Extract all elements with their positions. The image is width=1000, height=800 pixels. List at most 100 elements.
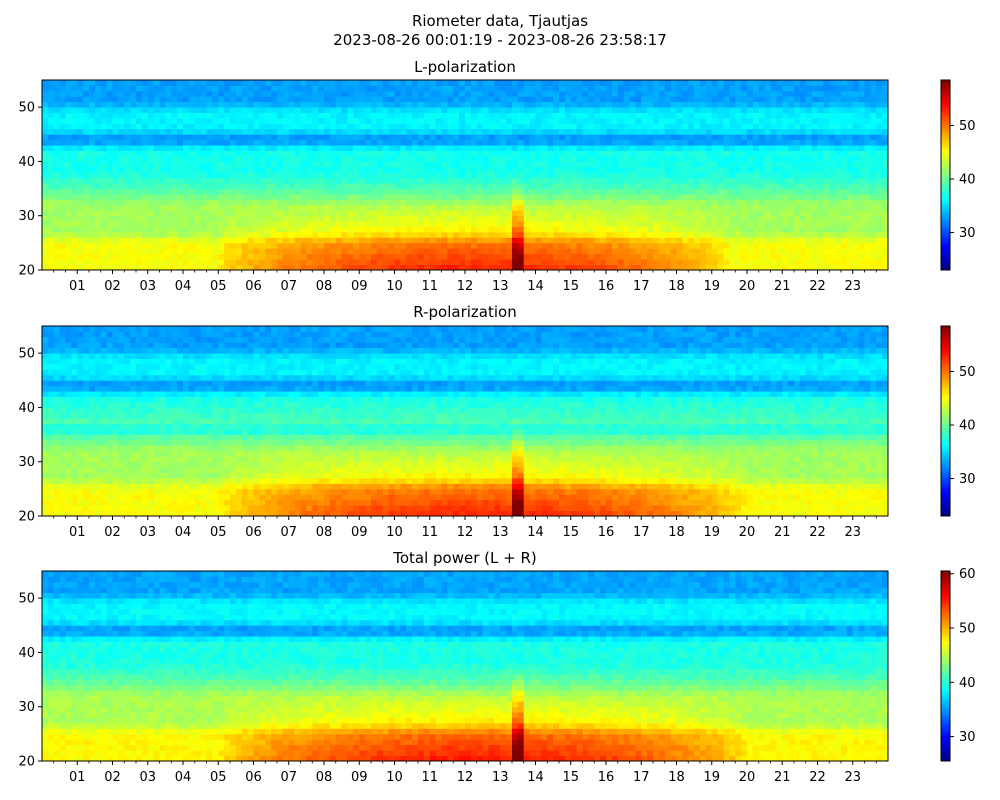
heatmap-cell <box>247 166 254 173</box>
heatmap-cell <box>846 215 854 222</box>
heatmap-cell <box>353 145 360 151</box>
heatmap-cell <box>253 215 260 222</box>
heatmap-cell <box>770 221 777 227</box>
heatmap-cell <box>700 80 707 86</box>
heatmap-cell <box>600 183 607 189</box>
heatmap-cell <box>306 177 313 184</box>
heatmap-cell <box>141 210 149 217</box>
heatmap-cell <box>400 85 407 92</box>
heatmap-cell <box>153 90 160 97</box>
heatmap-cell <box>324 226 331 233</box>
heatmap-cell <box>647 128 654 135</box>
heatmap-cell <box>388 85 395 92</box>
heatmap-cell <box>805 204 813 211</box>
heatmap-cell <box>371 210 378 217</box>
heatmap-cell <box>300 232 307 238</box>
heatmap-cell <box>112 166 119 173</box>
heatmap-cell <box>441 145 448 151</box>
heatmap-cell <box>688 107 695 113</box>
heatmap-cell <box>159 150 166 157</box>
heatmap-cell <box>482 177 489 184</box>
heatmap-cell <box>688 90 695 97</box>
heatmap-cell <box>177 248 184 255</box>
heatmap-cell <box>705 118 713 124</box>
heatmap-cell <box>183 237 190 244</box>
heatmap-cell <box>400 188 407 195</box>
heatmap-cell <box>823 221 830 227</box>
heatmap-cell <box>423 226 431 233</box>
heatmap-cell <box>423 96 431 103</box>
heatmap-cell <box>206 90 213 97</box>
heatmap-cell <box>106 215 113 222</box>
heatmap-cell <box>159 161 166 168</box>
heatmap-cell <box>658 232 666 238</box>
heatmap-cell <box>265 232 272 238</box>
heatmap-cell <box>852 199 860 206</box>
heatmap-cell <box>441 204 448 211</box>
heatmap-cell <box>676 134 683 141</box>
heatmap-cell <box>846 128 854 135</box>
heatmap-cell <box>359 210 366 217</box>
heatmap-cell <box>823 90 830 97</box>
heatmap-cell <box>277 123 284 130</box>
heatmap-cell <box>235 123 243 130</box>
heatmap-cell <box>594 204 601 211</box>
heatmap-cell <box>517 128 525 135</box>
heatmap-cell <box>124 139 131 146</box>
heatmap-cell <box>570 264 578 271</box>
heatmap-cell <box>171 128 178 135</box>
heatmap-cell <box>711 264 719 271</box>
heatmap-cell <box>623 150 630 157</box>
heatmap-cell <box>564 183 572 189</box>
heatmap-cell <box>476 85 484 92</box>
heatmap-cell <box>705 210 713 217</box>
heatmap-cell <box>570 96 578 103</box>
heatmap-cell <box>94 139 102 146</box>
heatmap-cell <box>623 156 630 162</box>
heatmap-cell <box>259 194 266 200</box>
heatmap-cell <box>312 183 319 189</box>
heatmap-cell <box>59 226 66 233</box>
heatmap-cell <box>864 128 871 135</box>
heatmap-cell <box>324 172 331 179</box>
heatmap-cell <box>453 242 460 249</box>
heatmap-cell <box>829 156 836 162</box>
heatmap-cell <box>482 226 489 233</box>
heatmap-cell <box>653 145 660 151</box>
heatmap-cell <box>259 128 266 135</box>
heatmap-cell <box>200 145 207 151</box>
heatmap-cell <box>247 253 254 260</box>
heatmap-cell <box>224 194 231 200</box>
heatmap-cell <box>617 215 625 222</box>
heatmap-cell <box>71 118 78 124</box>
heatmap-cell <box>318 188 325 195</box>
heatmap-cell <box>658 123 666 130</box>
heatmap-cell <box>700 248 707 255</box>
heatmap-cell <box>700 194 707 200</box>
heatmap-cell <box>230 264 237 271</box>
heatmap-cell <box>570 161 578 168</box>
heatmap-cell <box>488 264 495 271</box>
heatmap-cell <box>318 215 325 222</box>
heatmap-cell <box>365 123 372 130</box>
heatmap-cell <box>423 123 431 130</box>
heatmap-cell <box>230 172 237 179</box>
heatmap-cell <box>752 90 760 97</box>
heatmap-cell <box>136 118 143 124</box>
heatmap-cell <box>711 85 719 92</box>
heatmap-cell <box>265 123 272 130</box>
heatmap-cell <box>241 221 249 227</box>
heatmap-cell <box>165 194 172 200</box>
heatmap-cell <box>500 150 507 157</box>
heatmap-cell <box>253 248 260 255</box>
heatmap-cell <box>42 139 49 146</box>
heatmap-cell <box>83 134 90 141</box>
heatmap-cell <box>441 232 448 238</box>
heatmap-cell <box>177 204 184 211</box>
heatmap-cell <box>664 150 672 157</box>
heatmap-cell <box>741 232 748 238</box>
heatmap-cell <box>747 226 754 233</box>
heatmap-cell <box>870 215 877 222</box>
heatmap-cell <box>547 123 554 130</box>
heatmap-cell <box>682 139 689 146</box>
